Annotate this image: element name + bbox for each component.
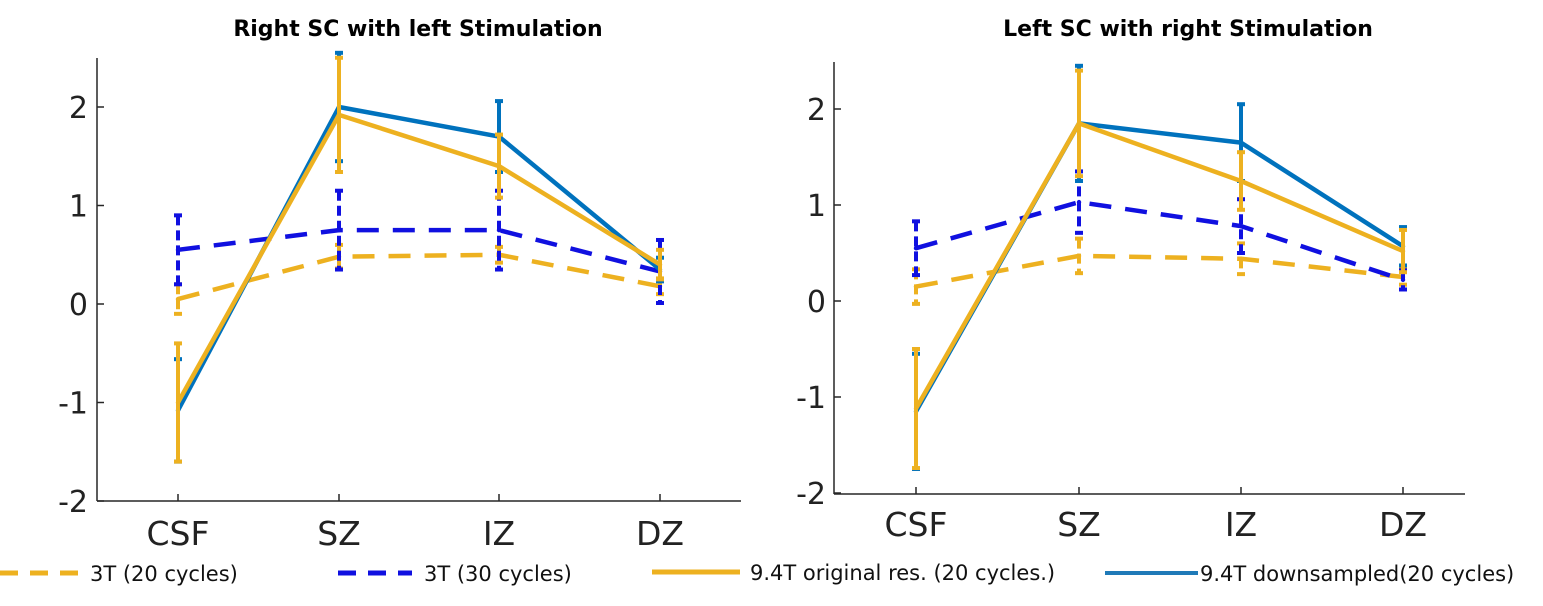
data-point-9-4t-original-res-20-cycles <box>175 400 181 405</box>
series-line-3t-30-cycles <box>915 199 1404 283</box>
legend-label: 3T (30 cycles) <box>424 562 572 586</box>
data-point-3t-20-cycles <box>1076 253 1082 259</box>
series-line-9-4t-original-res-20-cycles <box>176 112 662 404</box>
y-tick-label: -2 <box>58 485 88 520</box>
x-tick-label: DZ <box>636 514 684 553</box>
plot-area <box>912 63 1407 471</box>
legend-label: 9.4T original res. (20 cycles.) <box>750 561 1055 585</box>
plot-area <box>174 50 664 464</box>
y-tick-label: 2 <box>807 93 826 128</box>
legend-item-3t-30: 3T (30 cycles) <box>338 562 572 586</box>
data-point-3t-20-cycles <box>1238 256 1244 261</box>
legend-item-3t-20: 3T (20 cycles) <box>0 562 238 586</box>
legend: 3T (20 cycles) 3T (30 cycles) 9.4T origi… <box>0 561 1514 586</box>
x-tick-label: DZ <box>1379 505 1427 544</box>
chart-title: Right SC with left Stimulation <box>233 17 602 42</box>
series-line-3t-30-cycles <box>177 227 661 274</box>
y-tick-label: 2 <box>69 91 88 126</box>
data-point-3t-20-cycles <box>913 284 919 289</box>
series-line-3t-20-cycles <box>177 252 661 302</box>
error-bar-3t-30-cycles <box>912 219 920 278</box>
legend-label: 9.4T downsampled(20 cycles) <box>1200 562 1514 586</box>
legend-label: 3T (20 cycles) <box>90 562 238 586</box>
x-tick-label: IZ <box>483 514 515 553</box>
chart-title: Left SC with right Stimulation <box>1003 17 1373 42</box>
data-point-9-4t-original-res-20-cycles <box>1076 121 1082 126</box>
data-point-9-4t-original-res-20-cycles <box>913 406 919 411</box>
y-tick-label: -1 <box>58 387 88 422</box>
x-tick-label: CSF <box>147 514 210 553</box>
legend-item-94t-downsampled: 9.4T downsampled(20 cycles) <box>1105 562 1514 586</box>
data-point-3t-30-cycles <box>496 227 502 233</box>
panel-right-sc-left-stimulation: Right SC with left Stimulation -2 -1 0 1 2 CS… <box>58 17 741 553</box>
data-point-3t-30-cycles <box>336 227 342 233</box>
y-tick-label: 1 <box>807 189 826 224</box>
data-point-3t-30-cycles <box>1238 223 1244 229</box>
y-tick-label: -2 <box>796 477 826 512</box>
data-point-9-4t-original-res-20-cycles <box>496 163 502 169</box>
x-tick-label: CSF <box>885 505 948 544</box>
data-point-9-4t-original-res-20-cycles <box>657 262 663 267</box>
axes: -2 -1 0 1 2 CSF SZ IZ DZ <box>796 62 1465 544</box>
y-tick-label: -1 <box>796 381 826 416</box>
x-tick-label: SZ <box>1057 505 1101 544</box>
data-point-9-4t-downsampled-20-cycles <box>1238 140 1244 145</box>
data-point-3t-30-cycles <box>1076 199 1082 205</box>
data-point-3t-30-cycles <box>1400 277 1406 283</box>
y-tick-label: 0 <box>69 288 88 323</box>
data-point-3t-20-cycles <box>175 296 181 302</box>
axes: -2 -1 0 1 2 CSF SZ IZ DZ <box>58 58 741 553</box>
y-tick-label: 0 <box>807 285 826 320</box>
data-point-3t-30-cycles <box>175 247 181 253</box>
panel-left-sc-right-stimulation: Left SC with right Stimulation -2 -1 0 1 2 CS… <box>796 17 1465 544</box>
series-line-9-4t-original-res-20-cycles <box>914 121 1404 410</box>
data-point-9-4t-original-res-20-cycles <box>336 112 342 118</box>
y-tick-label: 1 <box>69 190 88 225</box>
series-line-9-4t-downsampled-20-cycles <box>176 104 662 412</box>
x-tick-label: IZ <box>1225 505 1257 544</box>
data-point-3t-30-cycles <box>913 246 919 251</box>
data-point-9-4t-original-res-20-cycles <box>1400 248 1406 254</box>
data-point-9-4t-original-res-20-cycles <box>1238 178 1244 184</box>
legend-item-94t-original: 9.4T original res. (20 cycles.) <box>652 561 1055 585</box>
x-tick-label: SZ <box>317 514 361 553</box>
